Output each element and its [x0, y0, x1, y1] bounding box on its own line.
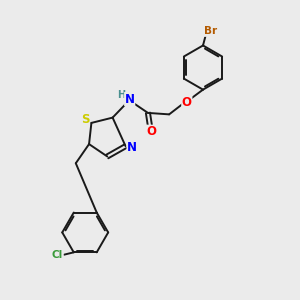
Text: S: S: [81, 113, 89, 127]
Text: H: H: [117, 90, 125, 100]
Text: O: O: [182, 95, 192, 109]
Text: Br: Br: [204, 26, 217, 36]
Text: O: O: [146, 125, 156, 138]
Text: N: N: [127, 141, 137, 154]
Text: N: N: [125, 93, 135, 106]
Text: Cl: Cl: [52, 250, 63, 260]
